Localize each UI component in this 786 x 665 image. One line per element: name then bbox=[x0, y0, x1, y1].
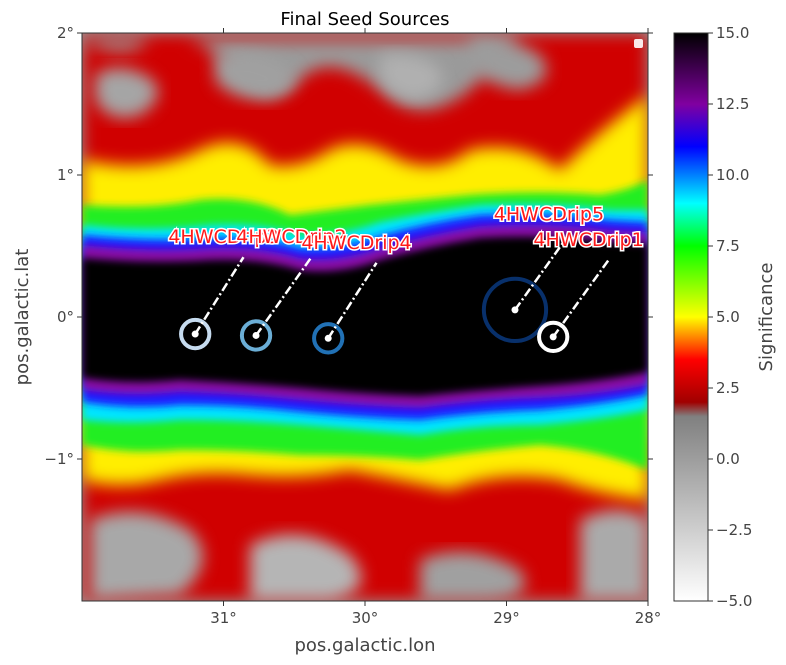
source-pointer-line bbox=[194, 256, 245, 335]
colorbar-tick-label: 2.5 bbox=[716, 379, 740, 397]
source-4HWCDrip3: 4HWCDrip3 bbox=[167, 225, 280, 351]
source-label: 4HWCDrip5 bbox=[494, 203, 604, 225]
source-marker bbox=[511, 306, 519, 314]
colorbar-tick-label: 12.5 bbox=[716, 95, 749, 113]
colorbar-tick-label: −5.0 bbox=[716, 592, 752, 610]
source-marker bbox=[324, 334, 332, 342]
source-pointer-line bbox=[552, 259, 610, 338]
source-pointer-line bbox=[255, 256, 313, 337]
colorbar-tick-label: 15.0 bbox=[716, 24, 749, 42]
colorbar-tick-label: 7.5 bbox=[716, 237, 740, 255]
x-axis-ticks: 31° 30° 29° 28° bbox=[210, 28, 661, 627]
source-4HWCDrip1: 4HWCDrip1 bbox=[532, 228, 645, 354]
chart-title: Final Seed Sources bbox=[280, 9, 449, 30]
colorbar-tick-label: −2.5 bbox=[716, 521, 752, 539]
emission-gray-bottom-patch3 bbox=[420, 552, 525, 601]
source-marker bbox=[549, 333, 557, 341]
y-axis-ticks: 2° 1° 0° −1° bbox=[44, 24, 653, 468]
emission-gray-top-patch1 bbox=[95, 68, 158, 118]
source-label: 4HWCDrip2 bbox=[236, 226, 346, 248]
source-marker bbox=[252, 331, 260, 339]
map-emission-layers bbox=[82, 33, 648, 601]
x-tick-label: 31° bbox=[210, 609, 237, 627]
source-4HWCDrip5: 4HWCDrip5 bbox=[481, 202, 606, 344]
emission-gray-top-patch2 bbox=[215, 52, 295, 100]
source-label: 4HWCDrip4 bbox=[301, 232, 411, 254]
legend-marker bbox=[634, 39, 643, 48]
source-circle bbox=[537, 320, 570, 354]
source-pointer-line bbox=[513, 233, 570, 311]
colorbar-tick-label: 5.0 bbox=[716, 308, 740, 326]
colorbar-tick-label: 10.0 bbox=[716, 166, 749, 184]
source-circle bbox=[312, 322, 345, 355]
y-tick-label: 2° bbox=[57, 24, 74, 42]
source-pointer-line bbox=[327, 262, 378, 339]
emission-gray-bottom-patch2 bbox=[250, 534, 362, 601]
colorbar-label: Significance bbox=[756, 263, 777, 372]
y-tick-label: −1° bbox=[44, 450, 74, 468]
source-circle bbox=[239, 319, 273, 352]
colorbar-ticks: 15.0 12.5 10.0 7.5 5.0 2.5 0.0 −2.5 −5.0 bbox=[708, 24, 752, 610]
source-marker bbox=[191, 330, 199, 338]
x-tick-label: 29° bbox=[493, 609, 520, 627]
colorbar-fill bbox=[673, 32, 709, 602]
emission-red-bottom bbox=[82, 440, 648, 601]
emission-gray-top-patch4 bbox=[470, 37, 547, 90]
source-label: 4HWCDrip3 bbox=[168, 226, 278, 248]
source-4HWCDrip2: 4HWCDrip2 bbox=[235, 225, 348, 352]
source-circle bbox=[179, 317, 212, 351]
emission-gray-bottom-patch4 bbox=[580, 510, 648, 601]
source-label: 4HWCDrip1 bbox=[533, 229, 643, 251]
emission-gray-bottom-patch1 bbox=[90, 512, 203, 600]
colorbar: 15.0 12.5 10.0 7.5 5.0 2.5 0.0 −2.5 −5.0 Signifi… bbox=[673, 24, 777, 610]
x-axis-label: pos.galactic.lon bbox=[294, 635, 435, 656]
x-tick-label: 28° bbox=[635, 609, 662, 627]
y-tick-label: 1° bbox=[57, 166, 74, 184]
colorbar-tick-label: 0.0 bbox=[716, 450, 740, 468]
source-circle bbox=[481, 276, 549, 344]
y-tick-label: 0° bbox=[57, 308, 74, 326]
emission-core bbox=[82, 236, 648, 396]
emission-gray-top-patch3 bbox=[380, 54, 443, 100]
x-tick-label: 30° bbox=[352, 609, 379, 627]
source-4HWCDrip4: 4HWCDrip4 bbox=[300, 230, 413, 355]
y-axis-label: pos.galactic.lat bbox=[12, 249, 33, 386]
